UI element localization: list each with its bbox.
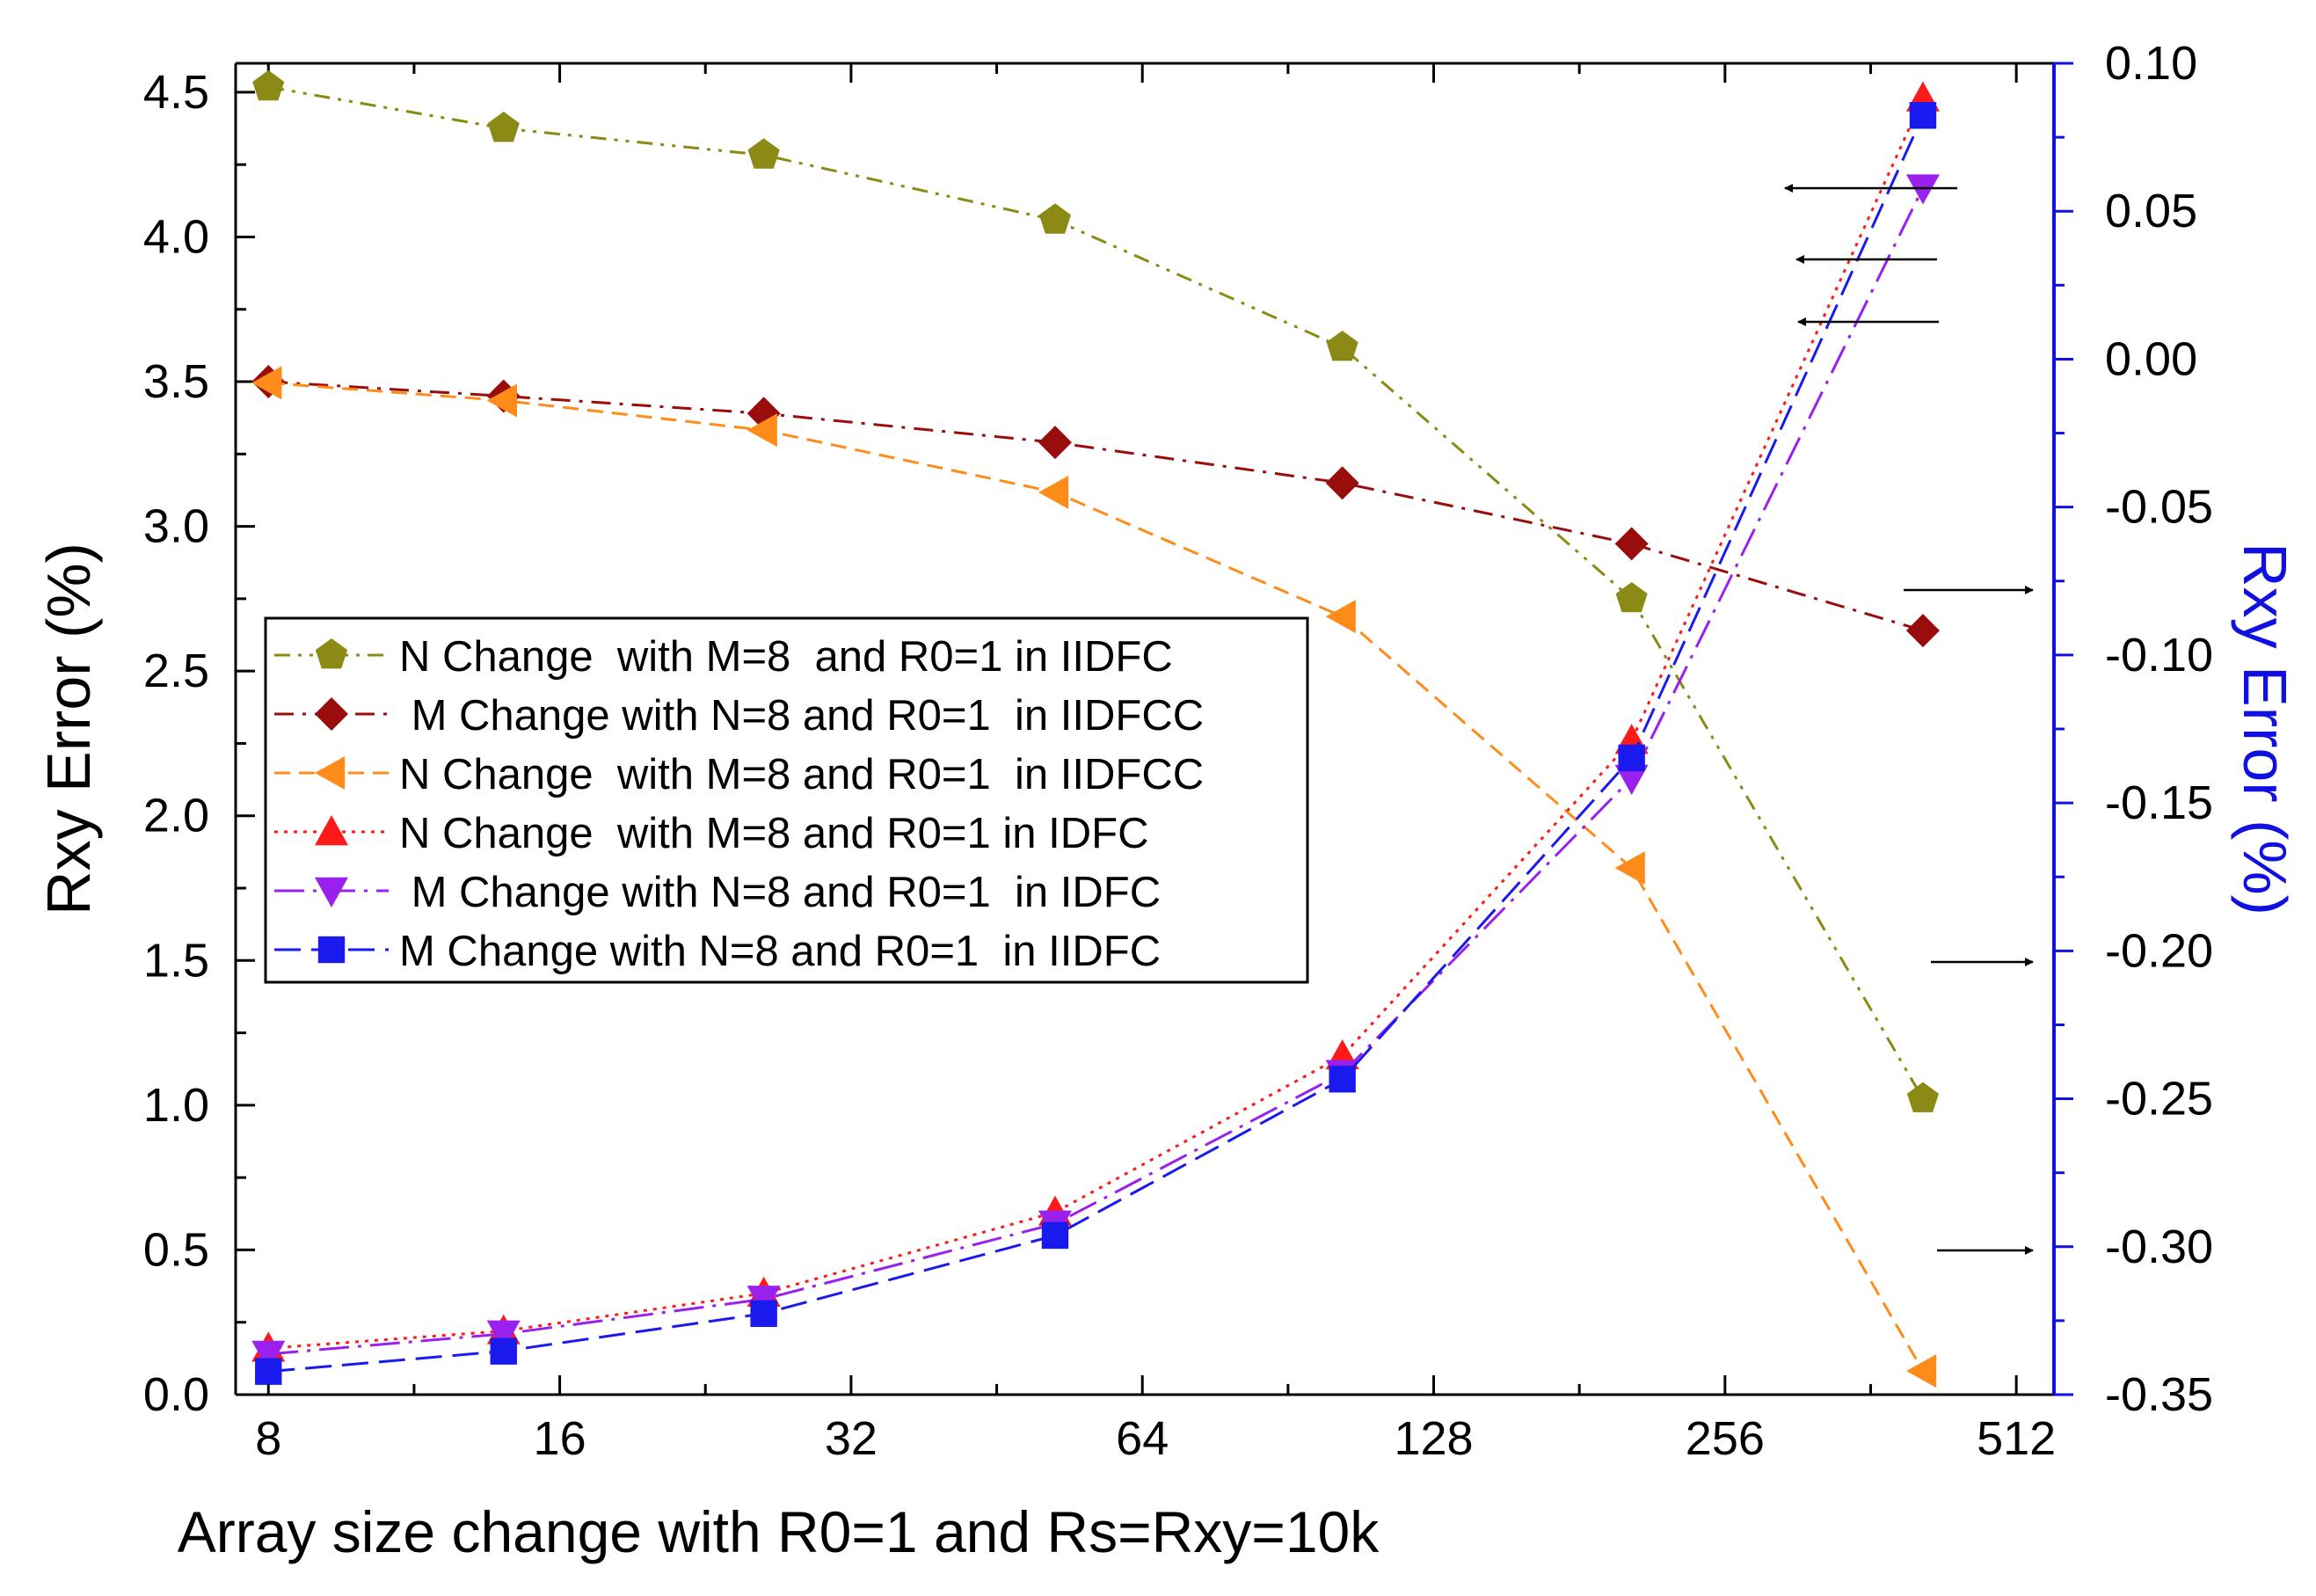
legend-entry: N Change with M=8 and R0=1 in IDFC bbox=[274, 810, 1148, 857]
series-point bbox=[1614, 851, 1645, 885]
x-tick-label: 16 bbox=[534, 1412, 586, 1465]
series-point bbox=[252, 69, 285, 101]
legend-entry: M Change with N=8 and R0=1 in IIDFCC bbox=[274, 692, 1204, 740]
legend-entry: N Change with M=8 and R0=1 in IIDFCC bbox=[274, 751, 1204, 798]
axes-layer: 8 16 32 64 128 256 512 0.0 0.5 1.0 1.5 2.0 2.5 3.0 3.5… bbox=[143, 37, 2213, 1465]
series-point bbox=[487, 112, 520, 142]
series-point bbox=[315, 815, 348, 846]
y-tick-label-right: -0.35 bbox=[2105, 1368, 2213, 1421]
x-axis-label: Array size change with R0=1 and Rs=Rxy=1… bbox=[178, 1499, 1380, 1564]
y-tick-label-right: 0.05 bbox=[2105, 185, 2197, 237]
series-point bbox=[1038, 203, 1071, 234]
y-tick-label-left: 1.5 bbox=[143, 934, 209, 987]
y-tick-label-left: 3.5 bbox=[143, 355, 209, 408]
y-axis-label-right: Rxy Error (%) bbox=[2231, 543, 2299, 915]
x-tick-label: 256 bbox=[1686, 1412, 1765, 1465]
series-point bbox=[317, 936, 346, 964]
legend: N Change with M=8 and R0=1 in IIDFC M Ch… bbox=[264, 616, 1309, 984]
y-tick-label-right: -0.20 bbox=[2105, 924, 2213, 977]
series-point bbox=[315, 756, 346, 790]
y-tick-label-left: 4.5 bbox=[143, 66, 209, 119]
x-tick-label: 32 bbox=[825, 1412, 878, 1465]
legend-entry: N Change with M=8 and R0=1 in IIDFC bbox=[274, 633, 1173, 681]
series-point bbox=[315, 697, 348, 731]
series-point bbox=[255, 1358, 282, 1385]
series-point bbox=[1325, 466, 1359, 500]
y-tick-label-right: -0.30 bbox=[2105, 1221, 2213, 1273]
series-point bbox=[1329, 1066, 1356, 1093]
series-point bbox=[1905, 174, 1940, 205]
x-tick-label: 64 bbox=[1116, 1412, 1169, 1465]
y-tick-label-right: 0.00 bbox=[2105, 332, 2197, 385]
y-tick-label-right: -0.05 bbox=[2105, 481, 2213, 534]
y-tick-label-right: 0.10 bbox=[2105, 37, 2197, 90]
legend-label: M Change with N=8 and R0=1 in IIDFCC bbox=[399, 692, 1204, 740]
y-tick-label-right: -0.10 bbox=[2105, 629, 2213, 681]
y-tick-label-left: 0.0 bbox=[143, 1368, 209, 1421]
series-point bbox=[1618, 744, 1645, 772]
series-point bbox=[747, 138, 780, 169]
series-point bbox=[1326, 331, 1358, 361]
series-point bbox=[1041, 1221, 1069, 1250]
series-point bbox=[251, 1340, 286, 1371]
series-point bbox=[1909, 102, 1937, 129]
series-point bbox=[1905, 614, 1940, 648]
series-pentagon bbox=[252, 69, 1939, 1112]
y-tick-label-left: 4.0 bbox=[143, 210, 209, 263]
y-tick-label-left: 2.5 bbox=[143, 645, 209, 697]
series-point bbox=[747, 413, 777, 448]
annotation-layer bbox=[1784, 184, 2034, 1255]
y-tick-label-left: 3.0 bbox=[143, 500, 209, 553]
legend-entry: M Change with N=8 and R0=1 in IIDFC bbox=[274, 928, 1161, 975]
series-point bbox=[1038, 475, 1069, 509]
series-point bbox=[1614, 764, 1649, 795]
legend-entry: M Change with N=8 and R0=1 in IDFC bbox=[274, 869, 1161, 916]
series-point bbox=[1614, 527, 1649, 561]
series-point bbox=[1615, 582, 1648, 613]
y-axis-label-left: Rxy Error (%) bbox=[34, 543, 103, 915]
legend-box bbox=[264, 616, 1309, 984]
x-tick-label: 8 bbox=[255, 1412, 281, 1465]
axis-labels: Array size change with R0=1 and Rs=Rxy=1… bbox=[34, 543, 2299, 1564]
series-point bbox=[1038, 426, 1072, 460]
y-tick-label-right: -0.25 bbox=[2105, 1073, 2213, 1126]
legend-label: N Change with M=8 and R0=1 in IDFC bbox=[399, 810, 1148, 857]
series-point bbox=[1905, 1354, 1937, 1388]
series-point bbox=[315, 877, 348, 907]
legend-label: M Change with N=8 and R0=1 in IIDFC bbox=[399, 928, 1161, 975]
series-point bbox=[315, 638, 348, 669]
x-tick-label: 512 bbox=[1977, 1412, 2056, 1465]
legend-label: M Change with N=8 and R0=1 in IDFC bbox=[399, 869, 1161, 916]
series-triangle-left bbox=[251, 366, 1937, 1388]
series-point bbox=[486, 383, 517, 418]
y-tick-label-left: 2.0 bbox=[143, 790, 209, 842]
legend-label: N Change with M=8 and R0=1 in IIDFCC bbox=[399, 751, 1204, 798]
y-tick-label-left: 0.5 bbox=[143, 1223, 209, 1276]
series-line bbox=[268, 380, 1924, 632]
series-point bbox=[1906, 1082, 1939, 1112]
x-tick-label: 128 bbox=[1394, 1412, 1473, 1465]
y-tick-label-left: 1.0 bbox=[143, 1079, 209, 1132]
series-point bbox=[251, 366, 282, 400]
series-point bbox=[490, 1337, 517, 1365]
y-tick-label-right: -0.15 bbox=[2105, 776, 2213, 829]
series-square bbox=[255, 102, 1937, 1385]
series-point bbox=[1325, 600, 1356, 634]
series-layer bbox=[251, 69, 1940, 1388]
series-point bbox=[486, 1320, 521, 1351]
legend-label: N Change with M=8 and R0=1 in IIDFC bbox=[399, 633, 1173, 681]
series-point bbox=[750, 1300, 777, 1328]
